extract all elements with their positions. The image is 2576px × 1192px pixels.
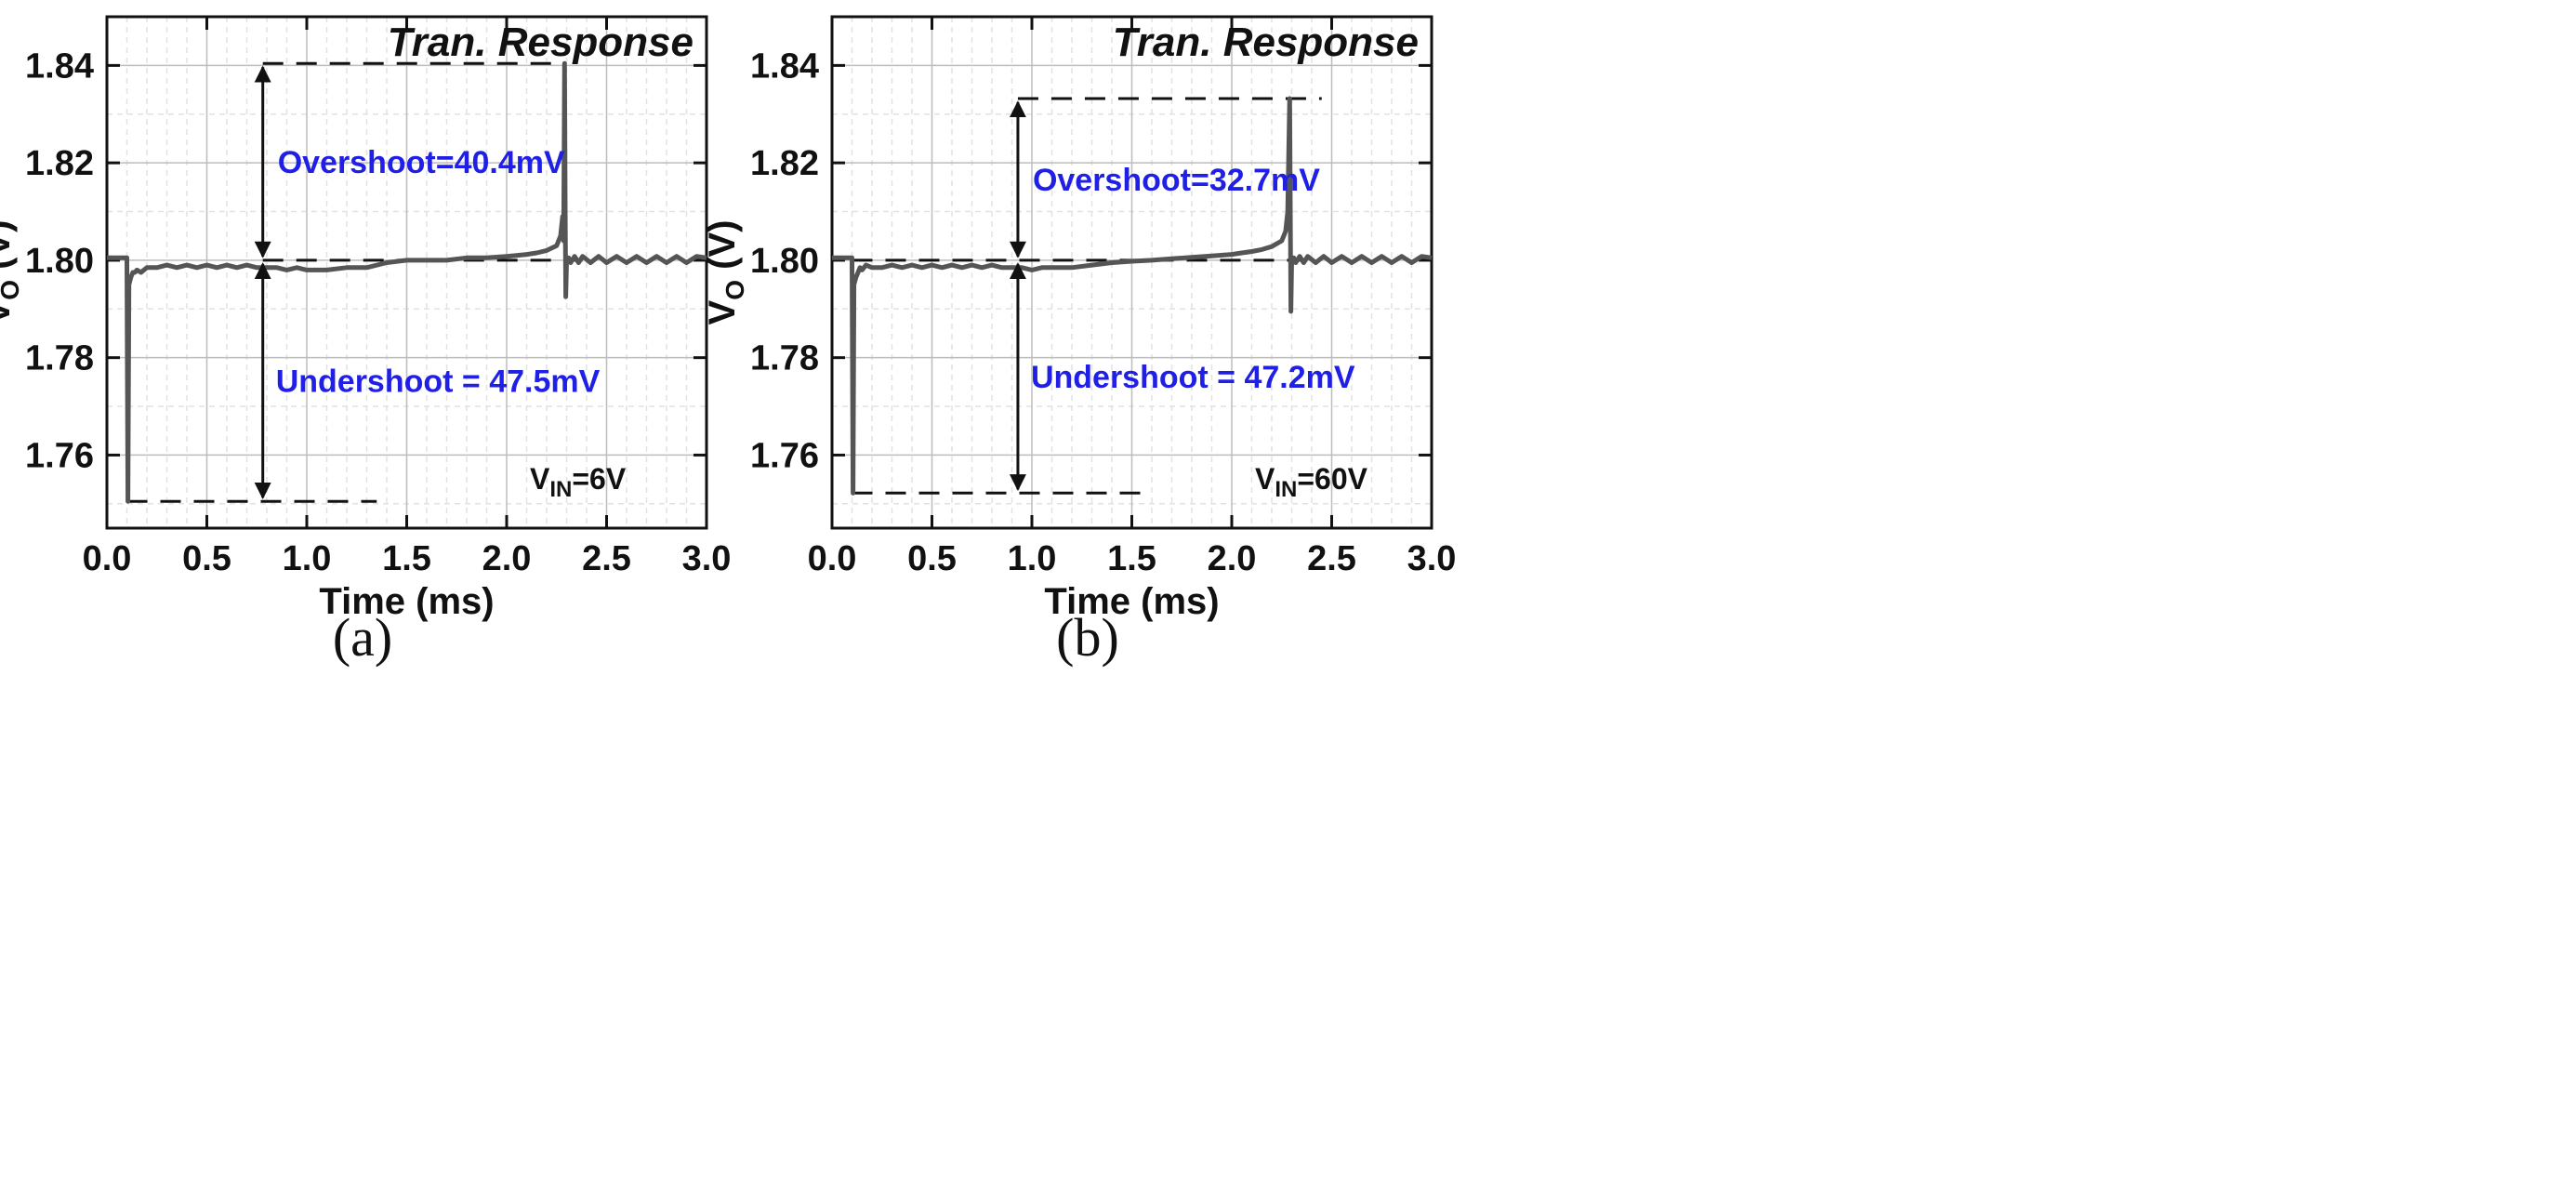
y-axis-label-sub: O — [720, 280, 749, 300]
y-tick-label: 1.78 — [750, 339, 819, 378]
undershoot-annotation: Undershoot = 47.2mV — [1031, 360, 1355, 395]
overshoot-annotation: Overshoot=40.4mV — [278, 145, 565, 180]
x-tick-label: 0.0 — [83, 539, 132, 578]
x-tick-label: 0.0 — [808, 539, 857, 578]
series-line-vo — [832, 96, 1433, 496]
y-tick-label: 1.80 — [25, 242, 94, 281]
y-axis-label-sub: O — [0, 280, 24, 300]
y-tick-label: 1.76 — [25, 436, 94, 475]
vin-label: VIN=6V — [530, 462, 627, 502]
y-axis-label: VO (V) — [702, 220, 749, 325]
vin-label-main: V — [1255, 462, 1275, 496]
y-tick-label: 1.80 — [750, 242, 819, 281]
y-tick-label: 1.84 — [25, 46, 94, 86]
y-tick-label: 1.76 — [750, 436, 819, 475]
x-tick-label: 0.5 — [907, 539, 957, 578]
y-tick-label: 1.84 — [750, 46, 819, 86]
x-tick-label: 3.0 — [682, 539, 732, 578]
x-tick-label: 1.0 — [1008, 539, 1057, 578]
x-tick-label: 2.5 — [1307, 539, 1356, 578]
vin-label-sub: IN — [549, 477, 572, 502]
overshoot-annotation: Overshoot=32.7mV — [1033, 163, 1320, 198]
x-axis-label: Time (ms) — [319, 581, 494, 622]
x-tick-label: 1.5 — [382, 539, 431, 578]
y-axis-label-unit: (V) — [0, 220, 18, 280]
y-axis-label: VO (V) — [0, 220, 24, 325]
x-tick-label: 1.5 — [1107, 539, 1156, 578]
y-tick-label: 1.78 — [25, 339, 94, 378]
y-tick-label: 1.82 — [25, 144, 94, 183]
undershoot-annotation: Undershoot = 47.5mV — [276, 364, 601, 400]
major-grid — [831, 17, 1433, 528]
y-axis-label-main: V — [702, 299, 743, 324]
y-tick-label: 1.82 — [750, 144, 819, 183]
x-tick-label: 0.5 — [182, 539, 231, 578]
x-tick-label: 3.0 — [1407, 539, 1457, 578]
panel-a: 0.0 0.5 1.0 1.5 2.0 2.5 3.0 1.76 1.78 1.80 1.82 1.8… — [0, 15, 732, 668]
x-axis-label: Time (ms) — [1044, 581, 1219, 622]
x-tick-label: 1.0 — [283, 539, 332, 578]
panel-label: (b) — [1056, 607, 1119, 668]
x-tick-label: 2.0 — [482, 539, 532, 578]
chart-title: Tran. Response — [1113, 20, 1419, 65]
major-grid — [106, 17, 707, 528]
x-tick-label: 2.5 — [582, 539, 631, 578]
x-tick-label: 2.0 — [1208, 539, 1257, 578]
vin-label-value: =60V — [1297, 462, 1367, 496]
series-line-vo — [107, 60, 707, 504]
vin-label: VIN=60V — [1255, 462, 1368, 502]
y-axis-label-main: V — [0, 299, 18, 324]
panel-label: (a) — [333, 607, 392, 668]
y-axis-label-unit: (V) — [702, 220, 743, 280]
chart-title: Tran. Response — [388, 20, 694, 65]
vin-label-sub: IN — [1275, 477, 1297, 502]
panel-b: 0.0 0.5 1.0 1.5 2.0 2.5 3.0 1.76 1.78 1.80 1.82 1.8… — [702, 15, 1457, 668]
vin-label-value: =6V — [572, 462, 626, 496]
vin-label-main: V — [530, 462, 550, 496]
